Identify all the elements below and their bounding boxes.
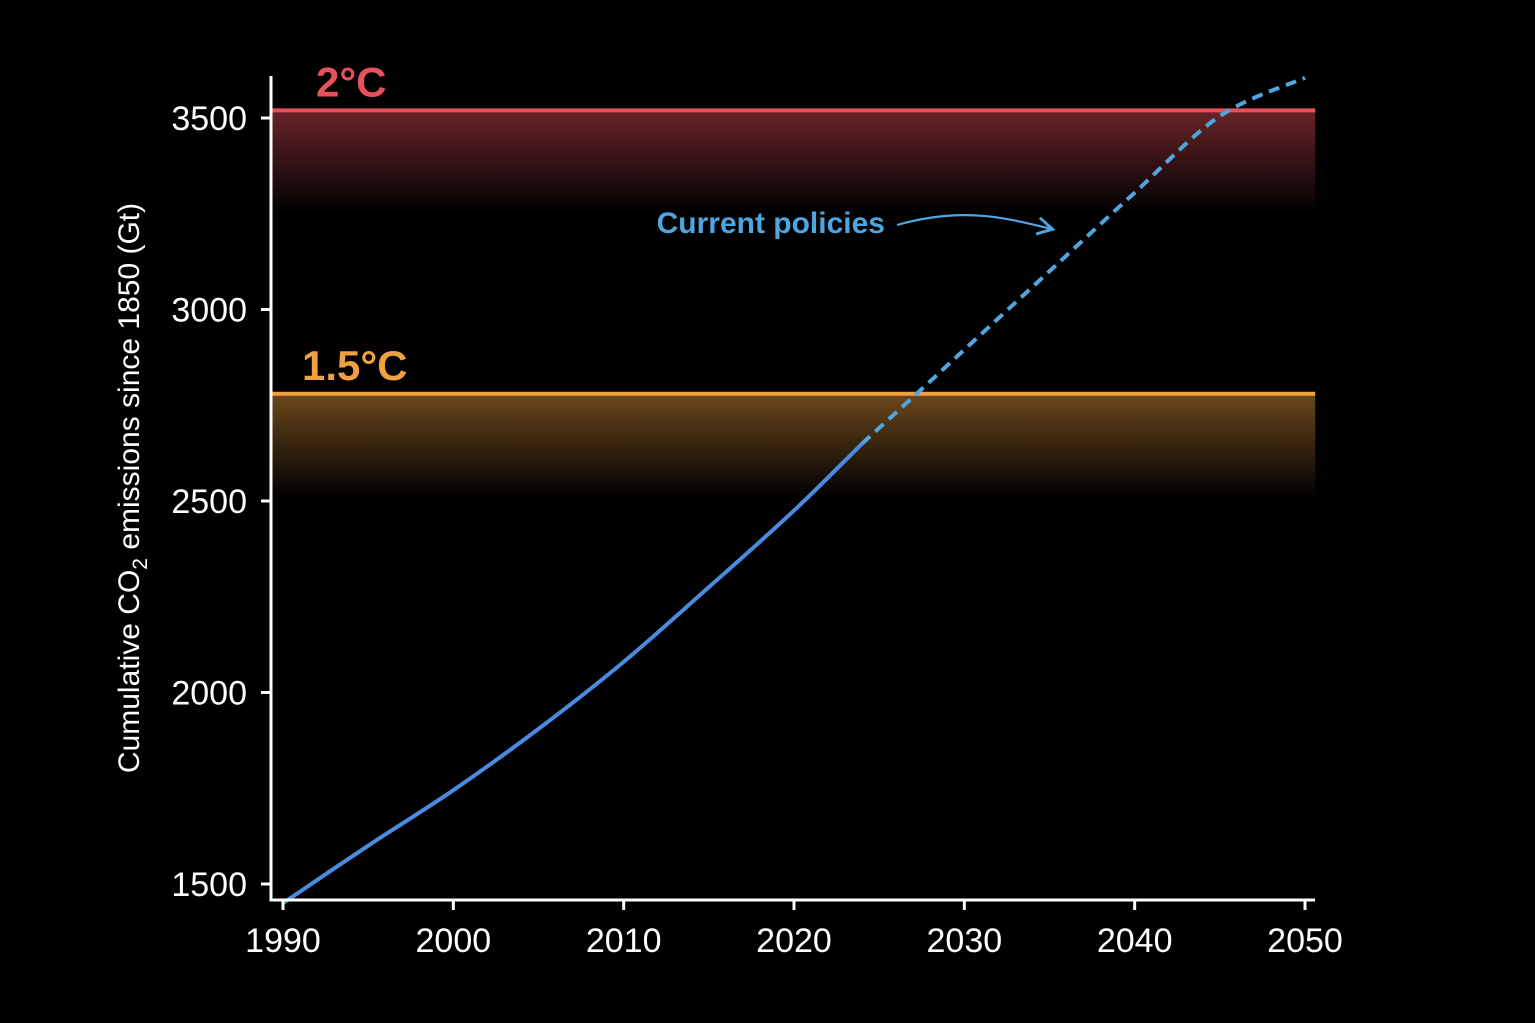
y-axis-title: Cumulative CO2 emissions since 1850 (Gt) xyxy=(113,203,152,773)
labels: 2°C 1.5°C 1990 2000 2010 2020 2030 2040 2050 1500… xyxy=(113,58,1343,960)
x-tick-label-1990: 1990 xyxy=(245,922,321,960)
series-lines xyxy=(281,75,1306,905)
x-tick-label-2040: 2040 xyxy=(1097,922,1173,960)
threshold-band-15C xyxy=(272,393,1316,498)
x-tick-label-2050: 2050 xyxy=(1267,922,1343,960)
axes xyxy=(261,76,1315,910)
y-tick-label-3000: 3000 xyxy=(171,292,247,330)
y-tick-label-2500: 2500 xyxy=(171,483,247,521)
x-tick-label-2010: 2010 xyxy=(586,922,662,960)
threshold-label-15C: 1.5°C xyxy=(302,342,408,389)
x-tick-label-2030: 2030 xyxy=(927,922,1003,960)
y-axis-title-subscript: 2 xyxy=(129,558,152,570)
x-tick-label-2000: 2000 xyxy=(416,922,492,960)
y-tick-label-1500: 1500 xyxy=(171,866,247,904)
threshold-bands xyxy=(272,110,1316,498)
series-current-policies-line xyxy=(860,75,1306,446)
annotation-current-policies: Current policies xyxy=(657,207,885,240)
annotation-arrow xyxy=(896,214,1056,236)
y-tick-label-2000: 2000 xyxy=(171,675,247,713)
threshold-band-2C xyxy=(272,110,1316,214)
y-tick-label-3500: 3500 xyxy=(171,100,247,138)
y-axis-title-prefix: Cumulative CO xyxy=(113,570,146,773)
series-historical-line xyxy=(281,442,864,905)
threshold-lines xyxy=(271,108,1316,396)
x-tick-label-2020: 2020 xyxy=(756,922,832,960)
threshold-label-2C: 2°C xyxy=(316,58,387,105)
y-axis-title-suffix: emissions since 1850 (Gt) xyxy=(113,203,146,558)
